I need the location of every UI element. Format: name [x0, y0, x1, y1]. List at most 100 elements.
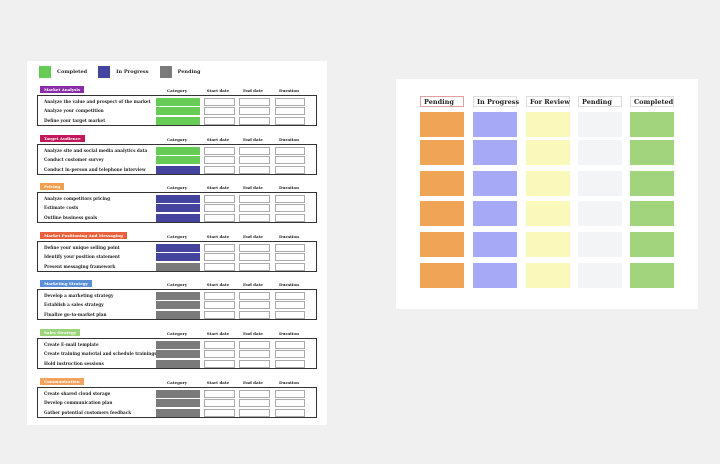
start-date-field[interactable]	[204, 166, 235, 175]
duration-field[interactable]	[275, 107, 305, 116]
start-date-field[interactable]	[204, 117, 235, 126]
duration-field[interactable]	[275, 360, 305, 369]
sticky-note[interactable]	[578, 171, 622, 196]
duration-field[interactable]	[275, 194, 305, 203]
start-date-field[interactable]	[204, 194, 235, 203]
category-status-cell[interactable]	[156, 263, 200, 272]
sticky-note[interactable]	[630, 263, 674, 288]
sticky-note[interactable]	[526, 171, 570, 196]
sticky-note[interactable]	[526, 112, 570, 137]
sticky-note[interactable]	[420, 140, 464, 165]
duration-field[interactable]	[275, 340, 305, 349]
sticky-note[interactable]	[420, 112, 464, 137]
category-status-cell[interactable]	[156, 253, 200, 262]
start-date-field[interactable]	[204, 389, 235, 398]
start-date-field[interactable]	[204, 146, 235, 155]
category-status-cell[interactable]	[156, 291, 200, 300]
sticky-note[interactable]	[526, 201, 570, 226]
start-date-field[interactable]	[204, 214, 235, 223]
start-date-field[interactable]	[204, 107, 235, 116]
start-date-field[interactable]	[204, 253, 235, 262]
sticky-note[interactable]	[526, 140, 570, 165]
kanban-column-title[interactable]: Completed	[630, 96, 674, 107]
sticky-note[interactable]	[630, 171, 674, 196]
sticky-note[interactable]	[473, 140, 517, 165]
sticky-note[interactable]	[473, 171, 517, 196]
start-date-field[interactable]	[204, 291, 235, 300]
kanban-column-title[interactable]: For Review	[526, 96, 570, 107]
kanban-column-title[interactable]: Pending	[578, 96, 622, 107]
category-status-cell[interactable]	[156, 399, 200, 408]
duration-field[interactable]	[275, 409, 305, 418]
sticky-note[interactable]	[473, 263, 517, 288]
category-status-cell[interactable]	[156, 97, 200, 106]
duration-field[interactable]	[275, 146, 305, 155]
kanban-column-title[interactable]: Pending	[420, 96, 464, 107]
end-date-field[interactable]	[239, 117, 270, 126]
category-status-cell[interactable]	[156, 243, 200, 252]
end-date-field[interactable]	[239, 107, 270, 116]
end-date-field[interactable]	[239, 360, 270, 369]
category-status-cell[interactable]	[156, 311, 200, 320]
end-date-field[interactable]	[239, 253, 270, 262]
end-date-field[interactable]	[239, 263, 270, 272]
category-status-cell[interactable]	[156, 409, 200, 418]
duration-field[interactable]	[275, 263, 305, 272]
sticky-note[interactable]	[526, 263, 570, 288]
start-date-field[interactable]	[204, 97, 235, 106]
sticky-note[interactable]	[578, 112, 622, 137]
category-status-cell[interactable]	[156, 156, 200, 165]
sticky-note[interactable]	[630, 201, 674, 226]
sticky-note[interactable]	[420, 232, 464, 257]
end-date-field[interactable]	[239, 409, 270, 418]
category-status-cell[interactable]	[156, 350, 200, 359]
end-date-field[interactable]	[239, 243, 270, 252]
sticky-note[interactable]	[578, 232, 622, 257]
category-status-cell[interactable]	[156, 117, 200, 126]
sticky-note[interactable]	[420, 171, 464, 196]
end-date-field[interactable]	[239, 311, 270, 320]
start-date-field[interactable]	[204, 204, 235, 213]
start-date-field[interactable]	[204, 409, 235, 418]
category-status-cell[interactable]	[156, 107, 200, 116]
start-date-field[interactable]	[204, 311, 235, 320]
end-date-field[interactable]	[239, 291, 270, 300]
category-status-cell[interactable]	[156, 194, 200, 203]
category-status-cell[interactable]	[156, 146, 200, 155]
category-status-cell[interactable]	[156, 204, 200, 213]
duration-field[interactable]	[275, 389, 305, 398]
duration-field[interactable]	[275, 253, 305, 262]
duration-field[interactable]	[275, 243, 305, 252]
sticky-note[interactable]	[578, 140, 622, 165]
end-date-field[interactable]	[239, 156, 270, 165]
duration-field[interactable]	[275, 97, 305, 106]
start-date-field[interactable]	[204, 399, 235, 408]
sticky-note[interactable]	[526, 232, 570, 257]
sticky-note[interactable]	[473, 232, 517, 257]
end-date-field[interactable]	[239, 166, 270, 175]
end-date-field[interactable]	[239, 399, 270, 408]
end-date-field[interactable]	[239, 389, 270, 398]
category-status-cell[interactable]	[156, 389, 200, 398]
sticky-note[interactable]	[473, 201, 517, 226]
sticky-note[interactable]	[630, 112, 674, 137]
sticky-note[interactable]	[578, 201, 622, 226]
start-date-field[interactable]	[204, 301, 235, 310]
sticky-note[interactable]	[473, 112, 517, 137]
end-date-field[interactable]	[239, 97, 270, 106]
duration-field[interactable]	[275, 399, 305, 408]
category-status-cell[interactable]	[156, 360, 200, 369]
kanban-column-title[interactable]: In Progress	[473, 96, 519, 107]
category-status-cell[interactable]	[156, 166, 200, 175]
category-status-cell[interactable]	[156, 301, 200, 310]
end-date-field[interactable]	[239, 301, 270, 310]
duration-field[interactable]	[275, 350, 305, 359]
category-status-cell[interactable]	[156, 340, 200, 349]
sticky-note[interactable]	[630, 232, 674, 257]
duration-field[interactable]	[275, 156, 305, 165]
start-date-field[interactable]	[204, 243, 235, 252]
sticky-note[interactable]	[420, 201, 464, 226]
end-date-field[interactable]	[239, 340, 270, 349]
start-date-field[interactable]	[204, 350, 235, 359]
end-date-field[interactable]	[239, 194, 270, 203]
